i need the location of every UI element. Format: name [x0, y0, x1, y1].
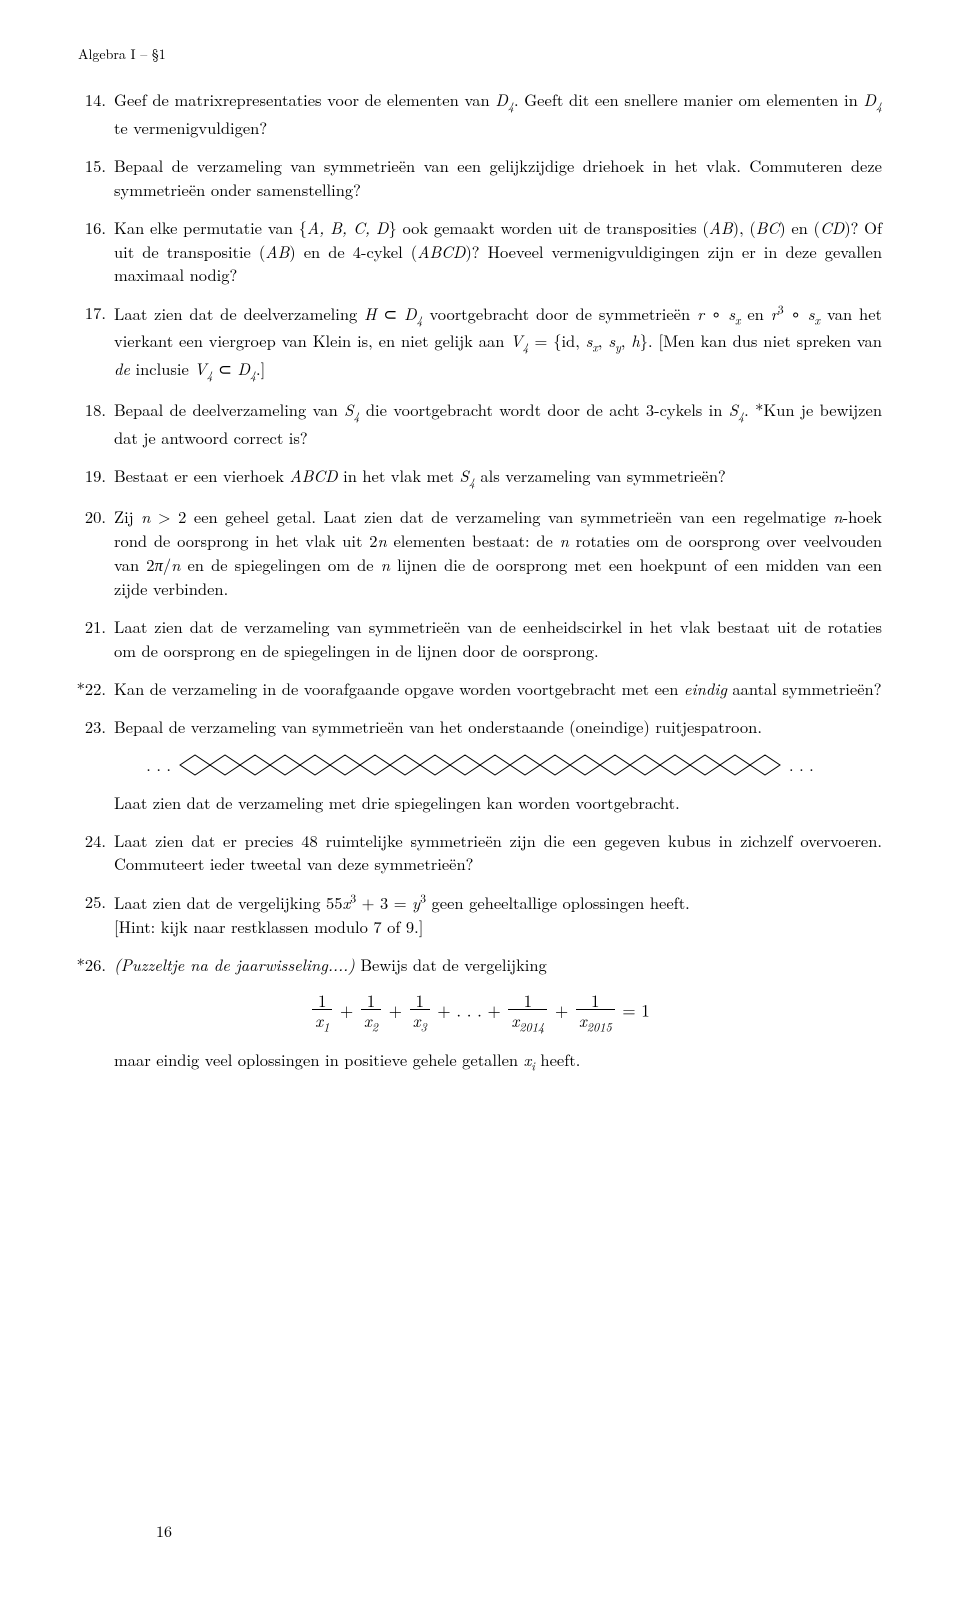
problem-text: Laat zien dat de deelverzameling H ⊂ D4 …: [114, 301, 882, 380]
problem-item: 18.Bepaal de deelverzameling van S4 die …: [78, 398, 882, 449]
problem-item: 16.Kan elke permutatie van {A, B, C, D} …: [78, 216, 882, 288]
problem-number: 17.: [64, 301, 106, 325]
page-header: Algebra I – §1: [78, 44, 882, 64]
problem-text: Geef de matrixrepresentaties voor de ele…: [114, 87, 882, 139]
diamond-pattern: . . . . . .: [78, 753, 882, 777]
problem-item: *22.Kan de verzameling in de voorafgaand…: [78, 677, 882, 701]
problem-item: 15.Bepaal de verzameling van symmetrieën…: [78, 154, 882, 202]
problem-number: 21.: [64, 615, 106, 639]
problem-item: 21.Laat zien dat de verzameling van symm…: [78, 615, 882, 663]
problem-text-continuation: Laat zien dat de verzameling met drie sp…: [114, 791, 882, 815]
problem-number: 14.: [64, 88, 106, 112]
problem-number: 15.: [64, 154, 106, 178]
problem-number: *26.: [54, 953, 106, 977]
problem-text: Bepaal de verzameling van symmetrieën va…: [114, 153, 882, 201]
problem-number: 18.: [64, 398, 106, 422]
problem-item: *26.(Puzzeltje na de jaarwisseling....) …: [78, 953, 882, 977]
problem-item: 17.Laat zien dat de deelverzameling H ⊂ …: [78, 301, 882, 384]
problem-number: 24.: [64, 829, 106, 853]
problem-number: *22.: [54, 677, 106, 701]
problem-number: 20.: [64, 505, 106, 529]
problem-text-continuation: maar eindig veel oplossingen in positiev…: [114, 1048, 882, 1076]
problem-text: Bepaal de verzameling van symmetrieën va…: [114, 714, 762, 738]
problem-item: 23.Bepaal de verzameling van symmetrieën…: [78, 715, 882, 739]
problem-list: 14.Geef de matrixrepresentaties voor de …: [78, 88, 882, 1076]
page-number: 16: [156, 1519, 172, 1542]
problem-text: Bepaal de deelverzameling van S4 die voo…: [114, 397, 882, 449]
problem-item: 14.Geef de matrixrepresentaties voor de …: [78, 88, 882, 139]
problem-number: 19.: [64, 464, 106, 488]
diamond-dots-right: . . .: [781, 753, 822, 777]
diamond-dots-left: . . .: [138, 753, 179, 777]
problem-number: 23.: [64, 715, 106, 739]
problem-text: (Puzzeltje na de jaarwisseling....) Bewi…: [114, 952, 547, 976]
equation-display: 1x1 + 1x2 + 1x3 + . . . + 1x2014 + 1x201…: [78, 991, 882, 1035]
problem-text: Kan elke permutatie van {A, B, C, D} ook…: [114, 215, 882, 287]
problem-item: 24.Laat zien dat er precies 48 ruimtelij…: [78, 829, 882, 877]
problem-text: Laat zien dat er precies 48 ruimtelijke …: [114, 828, 882, 876]
problem-item: 25.Laat zien dat de vergelijking 55x3 + …: [78, 890, 882, 938]
problem-text: Bestaat er een vierhoek ABCD in het vlak…: [114, 463, 726, 487]
problem-text: Laat zien dat de verzameling van symmetr…: [114, 614, 882, 662]
problem-item: 19.Bestaat er een vierhoek ABCD in het v…: [78, 464, 882, 492]
diamond-pattern-icon: [179, 754, 781, 776]
problem-text: Kan de verzameling in de voorafgaande op…: [114, 676, 882, 700]
problem-item: 20.Zij n > 2 een geheel getal. Laat zien…: [78, 505, 882, 601]
problem-text: Zij n > 2 een geheel getal. Laat zien da…: [114, 504, 882, 600]
problem-text: Laat zien dat de vergelijking 55x3 + 3 =…: [114, 890, 690, 938]
problem-number: 16.: [64, 216, 106, 240]
problem-number: 25.: [64, 890, 106, 914]
